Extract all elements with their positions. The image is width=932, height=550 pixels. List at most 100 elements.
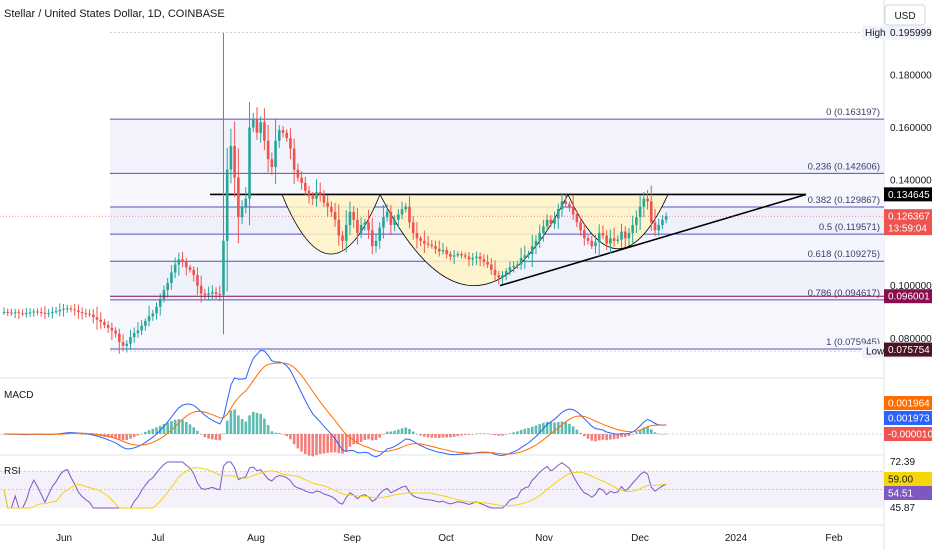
candle — [36, 311, 39, 313]
candle — [571, 206, 575, 215]
macd-hist-bar — [627, 434, 631, 436]
candlestick-series — [2, 32, 668, 354]
candle — [199, 285, 203, 294]
fib-label-0.5: 0.5 (0.119571) — [819, 222, 880, 233]
macd-hist-bar — [382, 434, 385, 435]
macd-hist-bar — [415, 433, 419, 435]
cup-left — [281, 194, 381, 255]
candle — [527, 254, 530, 256]
macd-hist-bar — [404, 427, 408, 434]
candle — [289, 138, 292, 149]
macd-hist-bar — [475, 433, 478, 435]
candle — [125, 343, 129, 346]
candle — [597, 232, 601, 243]
macd-hist-bar — [400, 428, 404, 434]
candle — [367, 222, 370, 231]
macd-hist-bar — [389, 431, 393, 434]
candle — [545, 219, 549, 227]
candle — [207, 293, 210, 295]
candle — [348, 211, 352, 226]
macd-hist-bar — [140, 433, 143, 435]
fib-label-0.236: 0.236 (0.142606) — [808, 161, 880, 172]
candle — [237, 177, 240, 218]
candle — [311, 196, 315, 199]
candle — [121, 342, 125, 346]
horizontal-lines[interactable] — [0, 32, 884, 352]
candle — [151, 313, 155, 317]
macd-hist-bar — [646, 426, 649, 434]
price-axis[interactable]: 0.180000 0.160000 0.140000 0.100000 0.080000… — [862, 25, 932, 359]
candle — [222, 240, 225, 295]
candle — [568, 203, 571, 207]
candle — [99, 319, 103, 323]
macd-hist-bar — [545, 421, 549, 434]
time-tick: Jun — [56, 533, 72, 544]
macd-tag-histogram-bg — [884, 427, 932, 441]
macd-hist-bar — [568, 423, 571, 434]
price-tick: 0.160000 — [890, 123, 932, 134]
macd-hist-bar — [530, 426, 534, 434]
macd-hist-bar — [452, 434, 456, 437]
candle — [188, 267, 192, 270]
candle — [129, 337, 132, 344]
macd-hist-bar — [177, 419, 181, 434]
macd-hist-bar — [166, 422, 169, 434]
candle — [337, 219, 341, 236]
candle — [649, 201, 653, 223]
candle — [43, 312, 47, 314]
macd-hist-bar — [564, 422, 568, 434]
candle — [281, 130, 285, 133]
macd-hist-bar — [571, 426, 575, 434]
macd-hist-bar — [348, 434, 352, 447]
fib-label-0.618: 0.618 (0.109275) — [808, 249, 880, 260]
fib-label-0.786: 0.786 (0.094617) — [808, 288, 880, 299]
macd-hist-bar — [259, 413, 262, 434]
candle — [184, 261, 188, 268]
candle — [374, 240, 378, 247]
macd-hist-bar — [110, 434, 114, 438]
candle — [69, 308, 73, 310]
candle — [158, 298, 162, 307]
candle — [270, 159, 274, 168]
macd-hist-bar — [527, 427, 530, 434]
candle — [58, 309, 62, 312]
macd-hist-bar — [248, 415, 251, 434]
macd-hist-bar — [482, 433, 486, 435]
candle — [437, 248, 441, 252]
macd-hist-bar — [504, 434, 508, 435]
candle — [356, 219, 359, 233]
candle — [203, 293, 207, 295]
candle — [359, 225, 363, 233]
time-tick: Jul — [152, 533, 165, 544]
last-price-tag: 0.126367 — [888, 212, 930, 223]
macd-hist-bar — [292, 434, 296, 445]
macd-hist-bar — [441, 434, 445, 438]
candle — [259, 122, 262, 133]
macd-hist-bar — [211, 434, 214, 440]
candle — [322, 194, 326, 203]
macd-signal-line — [4, 362, 667, 455]
candle — [504, 271, 508, 276]
macd-hist-bar — [423, 434, 426, 437]
candle — [434, 246, 437, 249]
candle — [73, 309, 76, 311]
candle — [594, 242, 597, 247]
macd-hist-bar — [304, 434, 307, 455]
currency-button[interactable] — [884, 4, 926, 26]
time-axis[interactable]: Jun Jul Aug Sep Oct Nov Dec 2024 Feb — [56, 533, 843, 544]
candle — [508, 267, 512, 272]
candle — [233, 145, 236, 178]
macd-hist-bar — [281, 434, 285, 435]
macd-hist-bar — [553, 422, 556, 434]
rsi-tag: 54.51 — [888, 489, 913, 500]
macd-hist-bar — [649, 429, 653, 434]
candle — [583, 230, 586, 239]
candle — [478, 256, 482, 260]
candle — [534, 240, 538, 247]
macd-hist-bar — [437, 434, 441, 439]
candle — [441, 250, 445, 252]
candle — [17, 312, 21, 314]
candle — [6, 312, 10, 314]
time-tick: Nov — [535, 533, 553, 544]
